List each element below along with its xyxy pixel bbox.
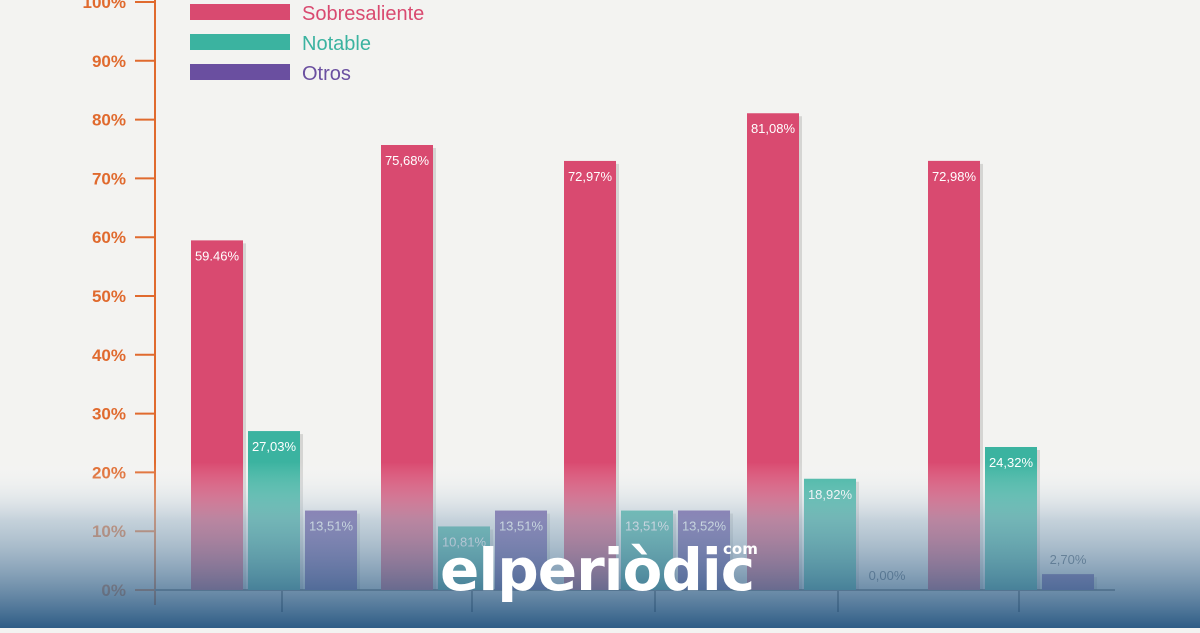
y-tick-label: 60% (92, 228, 126, 247)
y-tick-label: 50% (92, 287, 126, 306)
legend-swatch (190, 4, 290, 20)
legend: Sobresaliente Notable Otros (190, 3, 424, 85)
brand-logo: elperiòdic com (440, 538, 770, 618)
y-tick-label: 90% (92, 52, 126, 71)
y-tick-label: 70% (92, 169, 126, 188)
y-tick-label: 80% (92, 111, 126, 130)
bar-value-label: 75,68% (385, 153, 430, 168)
bar-value-label: 81,08% (751, 121, 796, 136)
bottom-overlay-gradient (0, 462, 1200, 628)
legend-label: Otros (302, 63, 351, 85)
legend-label: Sobresaliente (302, 3, 424, 25)
brand-suffix: com (723, 540, 758, 558)
brand-name: elperiòdic (440, 536, 755, 604)
y-tick-label: 30% (92, 405, 126, 424)
legend-swatch (190, 34, 290, 50)
bar-value-label: 27,03% (252, 439, 297, 454)
bar-value-label: 72,98% (932, 169, 977, 184)
bar-value-label: 59.46% (195, 248, 240, 263)
legend-label: Notable (302, 33, 371, 55)
y-tick-label: 40% (92, 346, 126, 365)
bar-value-label: 72,97% (568, 169, 613, 184)
y-tick-label: 100% (83, 0, 126, 12)
legend-swatch (190, 64, 290, 80)
